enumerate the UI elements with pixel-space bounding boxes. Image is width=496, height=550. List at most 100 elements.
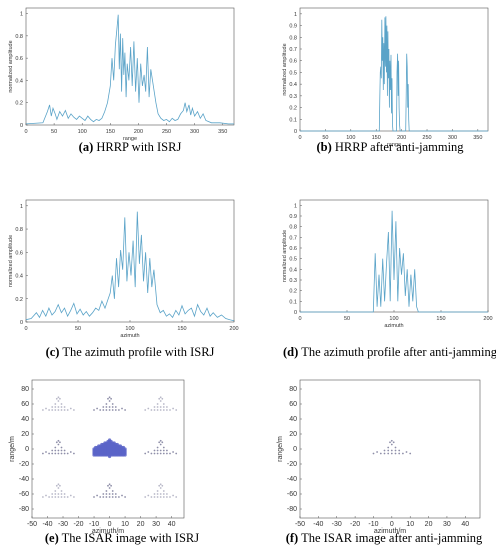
target-point	[387, 446, 390, 449]
target-point	[147, 494, 150, 497]
x-tick-label: -20	[350, 521, 360, 528]
target-point	[159, 452, 162, 455]
target-point	[121, 407, 123, 410]
target-point	[159, 483, 162, 486]
panel-a: 0 50 100 150 200 250 300 350 0 0.2 0.4 0.6 0.8 1 range…	[8, 7, 235, 142]
target-point	[102, 409, 105, 411]
target-point	[107, 484, 109, 487]
target-point	[175, 496, 178, 498]
target-point	[121, 494, 123, 497]
target-point	[162, 449, 165, 452]
target-point	[54, 449, 57, 452]
target-point	[63, 452, 66, 455]
target-point	[48, 452, 50, 455]
target-point	[156, 409, 159, 411]
target-point	[390, 449, 393, 452]
target-point	[394, 446, 397, 449]
y-tick-label: 60	[21, 401, 29, 408]
target-point	[63, 449, 66, 452]
y-tick-label: 20	[21, 431, 29, 438]
target-point	[73, 452, 75, 455]
y-tick-label: 80	[289, 386, 297, 393]
target-point	[51, 406, 54, 408]
y-axis-label: normalized amplitude	[8, 40, 14, 92]
y-axis-label: normalized amplitude	[282, 230, 288, 282]
x-axis-label: azimuth	[120, 333, 139, 339]
target-point	[159, 396, 162, 399]
y-tick-label: 0	[20, 320, 23, 326]
y-axis-label: range/m	[277, 436, 284, 462]
target-point	[153, 452, 156, 455]
target-point	[150, 409, 153, 411]
target-point	[102, 406, 105, 408]
panel-d: 0 50 100 150 200 0 0.1 0.2 0.3 0.4 0.5 0.6 0.7 0.8 0.9…	[282, 199, 493, 329]
target-point	[54, 490, 57, 492]
y-tick-label: 0.5	[289, 70, 297, 76]
target-point	[114, 496, 117, 498]
target-point	[69, 451, 72, 453]
y-tick-label: 0	[25, 446, 29, 453]
target-point	[166, 449, 168, 452]
target-point	[159, 439, 162, 442]
x-tick-label: -50	[295, 521, 305, 528]
target-point	[161, 397, 164, 400]
target-point	[57, 496, 60, 498]
y-tick-label: 0.6	[15, 250, 23, 256]
target-point	[51, 449, 54, 452]
target-point	[156, 490, 159, 492]
target-point	[150, 496, 153, 498]
target-point	[96, 407, 98, 410]
series-line	[25, 211, 235, 322]
target-point	[159, 487, 162, 489]
target-point	[144, 452, 147, 455]
target-point	[144, 496, 147, 498]
target-point	[102, 493, 105, 495]
target-point	[394, 449, 397, 452]
target-point	[114, 493, 117, 495]
target-point	[159, 493, 162, 495]
x-tick-label: 50	[51, 129, 57, 135]
y-tick-label: 0.4	[15, 274, 23, 280]
y-tick-label: -80	[287, 506, 297, 513]
x-tick-label: 10	[406, 521, 414, 528]
x-tick-label: 50	[75, 326, 81, 332]
target-point	[54, 406, 57, 408]
target-point	[99, 409, 102, 411]
target-point	[105, 406, 108, 408]
y-tick-label: 0.2	[15, 101, 23, 107]
target-point	[111, 406, 114, 408]
y-tick-label: 0.4	[15, 78, 23, 84]
target-point	[158, 441, 161, 444]
x-tick-label: 100	[125, 326, 134, 332]
y-axis-label: normalized amplitude	[8, 235, 14, 287]
y-tick-label: 80	[21, 386, 29, 393]
x-tick-label: 0	[108, 521, 112, 528]
caption-text: HRRP after anti-jamming	[331, 140, 464, 154]
target-point	[159, 496, 162, 498]
target-point	[99, 496, 102, 498]
target-point	[114, 406, 117, 408]
y-tick-label: 0.6	[289, 246, 297, 252]
target-point	[118, 496, 120, 498]
target-point	[162, 452, 165, 455]
target-point	[42, 452, 44, 455]
target-point	[102, 496, 105, 498]
target-point	[60, 490, 63, 492]
x-tick-label: -40	[313, 521, 323, 528]
target-point	[144, 409, 147, 411]
caption-d: (d) The azimuth profile after anti-jammi…	[283, 345, 496, 360]
target-point	[162, 409, 165, 411]
y-tick-label: 0.1	[289, 117, 297, 123]
target-point	[394, 452, 397, 455]
target-point	[42, 496, 44, 498]
y-tick-label: 0.5	[289, 257, 297, 263]
y-tick-label: 0.8	[289, 35, 297, 41]
series-line	[300, 16, 488, 132]
target-point	[156, 493, 159, 495]
x-tick-label: 200	[134, 129, 143, 135]
target-point	[162, 493, 165, 495]
target-point	[118, 409, 120, 411]
x-tick-label: -40	[42, 521, 52, 528]
x-tick-label: 150	[106, 129, 115, 135]
target-point	[162, 446, 165, 449]
